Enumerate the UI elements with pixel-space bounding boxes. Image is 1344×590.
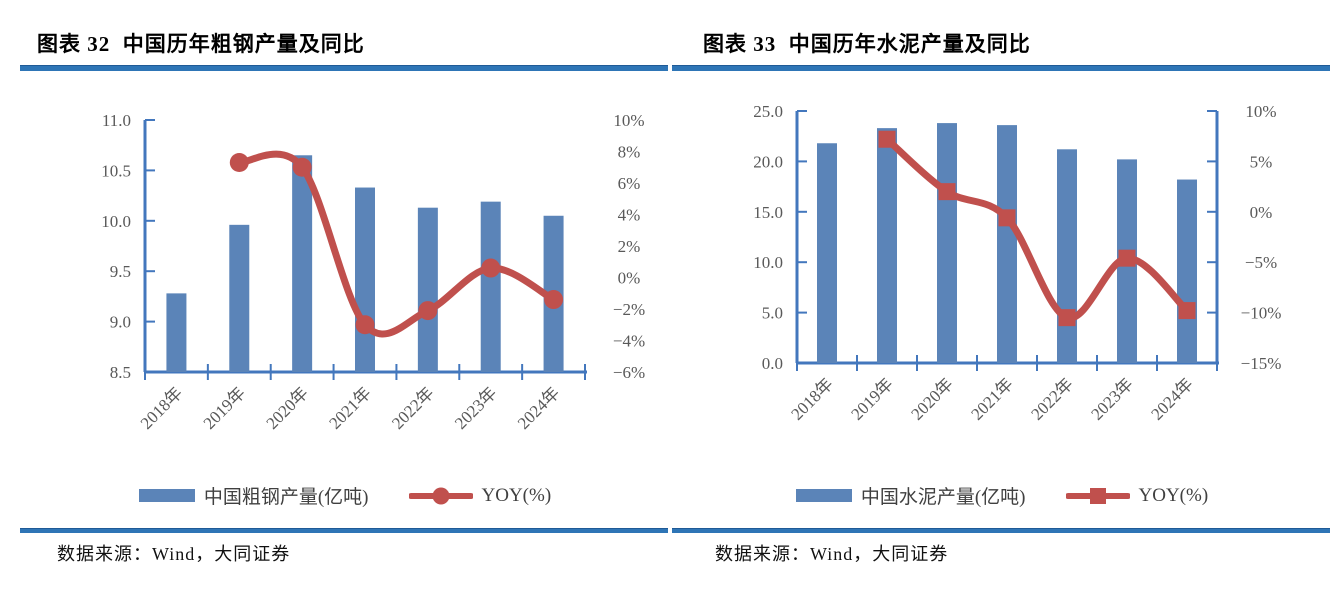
right-axis-tick-label: 10% bbox=[613, 111, 644, 130]
left-axis-tick-label: 15.0 bbox=[753, 203, 783, 222]
left-axis-tick-label: 8.5 bbox=[110, 363, 131, 382]
line-marker bbox=[418, 301, 438, 321]
title-divider bbox=[20, 65, 668, 71]
steel-chart-legend: 中国粗钢产量(亿吨) YOY(%) bbox=[20, 482, 670, 509]
cement-chart-legend: 中国水泥产量(亿吨) YOY(%) bbox=[672, 482, 1332, 509]
right-axis-tick-label: −6% bbox=[613, 363, 645, 382]
figure-steel: 图表 32 中国历年粗钢产量及同比 8.5 9.0 9.5 10.0 10.5 11.0 −… bbox=[20, 0, 670, 590]
left-axis-tick-label: 25.0 bbox=[753, 102, 783, 121]
right-axis-tick-label: −2% bbox=[613, 300, 645, 319]
legend-item-bar-series: 中国粗钢产量(亿吨) bbox=[138, 482, 369, 509]
legend-item-line-series: YOY(%) bbox=[1065, 484, 1209, 507]
figure-cement-title: 图表 33 中国历年水泥产量及同比 bbox=[703, 32, 1031, 56]
x-axis-category-label: 2019年 bbox=[847, 374, 896, 423]
line-marker bbox=[229, 153, 249, 173]
line-marker bbox=[292, 157, 312, 177]
source-note: 数据来源：Wind，大同证券 bbox=[57, 544, 291, 564]
line-swatch bbox=[408, 487, 473, 504]
right-axis-tick-label: −4% bbox=[613, 332, 645, 351]
right-axis-tick-label: −15% bbox=[1241, 354, 1282, 373]
right-axis-tick-label: −5% bbox=[1245, 253, 1277, 272]
figure-steel-title: 图表 32 中国历年粗钢产量及同比 bbox=[37, 32, 365, 56]
left-axis-tick-label: 9.5 bbox=[110, 262, 131, 281]
right-axis-tick-label: 8% bbox=[618, 143, 641, 162]
left-axis-tick-label: 20.0 bbox=[753, 152, 783, 171]
cement-chart-canvas: 0.0 5.0 10.0 15.0 20.0 25.0 −15% −10% −5% 0% 5% 10%… bbox=[753, 102, 1282, 424]
x-axis-category-label: 2024年 bbox=[514, 383, 563, 432]
axes bbox=[143, 119, 587, 380]
right-axis-tick-label: 5% bbox=[1250, 152, 1273, 171]
figure-cement: 图表 33 中国历年水泥产量及同比 0.0 5.0 10.0 15.0 20.0 25.0… bbox=[672, 0, 1332, 590]
line-marker bbox=[355, 315, 375, 335]
title-divider bbox=[672, 65, 1330, 71]
left-axis-tick-label: 9.0 bbox=[110, 313, 131, 332]
legend-label-line-series: YOY(%) bbox=[481, 484, 552, 506]
x-axis-category-label: 2023年 bbox=[451, 383, 500, 432]
source-note: 数据来源：Wind，大同证券 bbox=[715, 544, 949, 564]
right-axis-tick-label: 10% bbox=[1245, 102, 1276, 121]
line-swatch bbox=[1065, 487, 1130, 504]
legend-label-bar-series: 中国粗钢产量(亿吨) bbox=[203, 487, 369, 508]
line-marker bbox=[1118, 249, 1136, 267]
right-axis-tick-label: 0% bbox=[618, 269, 641, 288]
x-axis-category-label: 2024年 bbox=[1147, 374, 1196, 423]
legend-label-line-series: YOY(%) bbox=[1138, 484, 1209, 506]
line-marker bbox=[878, 130, 896, 148]
right-axis-tick-label: 4% bbox=[618, 206, 641, 225]
left-axis-tick-label: 10.0 bbox=[101, 212, 131, 231]
footer-divider bbox=[672, 528, 1330, 533]
line-series bbox=[229, 150, 564, 338]
x-axis-category-label: 2022年 bbox=[388, 383, 437, 432]
right-axis-tick-label: 2% bbox=[618, 237, 641, 256]
x-axis-category-label: 2020年 bbox=[907, 374, 956, 423]
left-axis-tick-label: 10.0 bbox=[753, 253, 783, 272]
x-axis-category-label: 2018年 bbox=[787, 374, 836, 423]
line-series bbox=[878, 130, 1196, 327]
x-axis-category-label: 2020年 bbox=[262, 383, 311, 432]
x-axis-category-label: 2021年 bbox=[967, 374, 1016, 423]
footer-divider bbox=[20, 528, 668, 533]
right-axis-tick-label: −10% bbox=[1241, 304, 1282, 323]
steel-chart-canvas: 8.5 9.0 9.5 10.0 10.5 11.0 −6% −4% −2% 0% 2% 4% 6% 8%… bbox=[101, 111, 645, 433]
legend-item-bar-series: 中国水泥产量(亿吨) bbox=[795, 482, 1026, 509]
left-axis-tick-label: 5.0 bbox=[762, 304, 783, 323]
bar-swatch bbox=[795, 489, 852, 502]
x-axis-category-label: 2021年 bbox=[325, 383, 374, 432]
bar-series bbox=[817, 123, 1197, 363]
left-axis-tick-label: 0.0 bbox=[762, 354, 783, 373]
line-marker bbox=[1178, 302, 1196, 320]
line-marker bbox=[481, 258, 501, 278]
legend-item-line-series: YOY(%) bbox=[408, 484, 552, 507]
x-axis-category-label: 2019年 bbox=[200, 383, 249, 432]
x-axis-category-label: 2018年 bbox=[137, 383, 186, 432]
x-axis-category-label: 2022年 bbox=[1027, 374, 1076, 423]
legend-label-bar-series: 中国水泥产量(亿吨) bbox=[860, 487, 1026, 508]
bar-swatch bbox=[138, 489, 195, 502]
left-axis-tick-label: 10.5 bbox=[101, 161, 131, 180]
x-axis-category-label: 2023年 bbox=[1087, 374, 1136, 423]
bar-series bbox=[166, 155, 564, 372]
line-marker bbox=[938, 183, 956, 201]
line-marker bbox=[544, 290, 564, 310]
line-marker bbox=[1058, 309, 1076, 327]
right-axis-tick-label: 6% bbox=[618, 174, 641, 193]
left-axis-tick-label: 11.0 bbox=[102, 111, 131, 130]
right-axis-tick-label: 0% bbox=[1250, 203, 1273, 222]
line-marker bbox=[998, 209, 1016, 227]
